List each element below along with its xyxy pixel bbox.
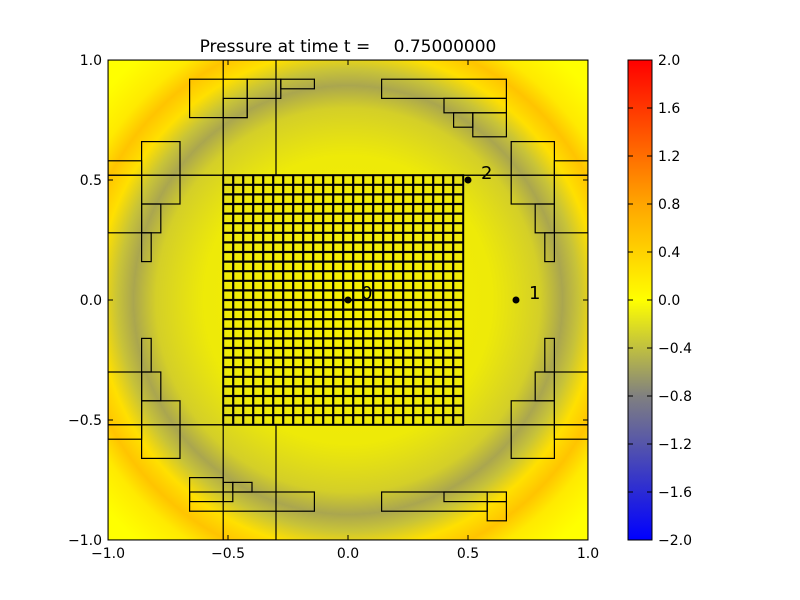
x-tick-label: −0.5	[211, 546, 245, 562]
y-tick-label: 0.0	[80, 293, 102, 309]
amr-patch	[544, 232, 555, 263]
amr-patch	[222, 97, 248, 119]
colorbar-tick-label: 0.0	[658, 293, 680, 309]
x-tick-label: −1.0	[91, 546, 125, 562]
amr-patch	[141, 337, 152, 373]
colorbar-tick-label: 0.8	[658, 197, 680, 213]
gauge-1-label: 1	[529, 283, 540, 304]
colorbar-tick-label: 1.2	[658, 149, 680, 165]
colorbar-tick-label: −0.4	[658, 341, 692, 357]
amr-patch	[553, 371, 588, 440]
gauge-1-marker	[512, 296, 520, 304]
gauge-0-marker	[344, 296, 352, 304]
amr-patch	[108, 160, 143, 234]
colorbar-tick-label: 2.0	[658, 53, 680, 69]
y-tick-label: −0.5	[68, 413, 102, 429]
chart-title-time: 0.75000000	[394, 37, 497, 57]
y-axis: −1.0 −0.5 0.0 0.5 1.0	[68, 53, 588, 549]
amr-patch	[443, 491, 508, 503]
gauge-markers: 0 1 2	[344, 163, 540, 304]
amr-patch	[108, 371, 143, 440]
colorbar-axis: 2.0 1.6 1.2 0.8 0.4 0.0 −0.4 −0.8 −1.2 −1.6 −2.0	[628, 53, 692, 549]
y-tick-label: 1.0	[80, 53, 102, 69]
chart-title-prefix: Pressure at time t =	[200, 37, 371, 57]
x-axis: −1.0 −0.5 0.0 0.5 1.0	[91, 60, 599, 562]
fine-grid	[222, 174, 465, 426]
amr-patch	[544, 337, 555, 373]
y-tick-label: 0.5	[80, 173, 102, 189]
amr-patch	[486, 501, 508, 522]
amr-patch	[553, 160, 588, 234]
colorbar-tick-label: 0.4	[658, 245, 680, 261]
x-tick-label: 1.0	[577, 546, 599, 562]
x-tick-label: 0.0	[337, 546, 359, 562]
gauge-2-label: 2	[481, 163, 492, 184]
colorbar-tick-label: −1.2	[658, 437, 692, 453]
colorbar-tick-label: −1.6	[658, 485, 692, 501]
colorbar-tick-label: −0.8	[658, 389, 692, 405]
chart-title: Pressure at time t = 0.75000000	[200, 37, 497, 57]
amr-patch	[472, 112, 507, 138]
gauge-0-label: 0	[361, 283, 372, 304]
amr-patch	[141, 232, 152, 263]
gauge-2-marker	[464, 176, 472, 184]
amr-patch	[280, 78, 315, 90]
y-tick-label: −1.0	[68, 533, 102, 549]
x-tick-label: 0.5	[457, 546, 479, 562]
amr-patch	[189, 491, 316, 512]
colorbar-tick-label: 1.6	[658, 101, 680, 117]
pressure-field	[108, 60, 588, 540]
colorbar-tick-label: −2.0	[658, 533, 692, 549]
